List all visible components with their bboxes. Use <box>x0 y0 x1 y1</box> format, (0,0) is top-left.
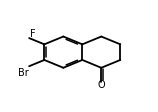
Text: Br: Br <box>18 67 29 77</box>
Text: F: F <box>30 28 35 38</box>
Text: O: O <box>97 80 105 89</box>
